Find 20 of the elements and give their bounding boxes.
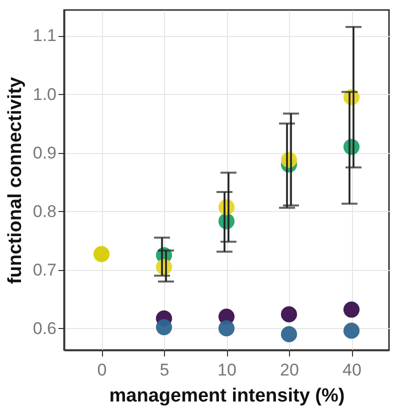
point <box>343 322 360 339</box>
x-axis-title: management intensity (%) <box>109 386 345 406</box>
point <box>280 326 298 342</box>
point <box>343 302 360 318</box>
y-axis-title: functional connectivity <box>4 76 26 284</box>
x-tick-label: 20 <box>280 360 299 380</box>
y-tick-label: 0.7 <box>32 260 56 280</box>
point <box>218 320 235 336</box>
x-tick-label: 5 <box>160 360 170 380</box>
point <box>280 306 298 322</box>
y-tick-label: 1.0 <box>32 84 56 104</box>
x-tick-label: 0 <box>97 360 107 380</box>
point <box>93 246 110 262</box>
point <box>156 319 172 336</box>
y-tick-label: 0.9 <box>32 143 56 162</box>
y-tick-label: 0.6 <box>32 318 56 338</box>
y-tick-label: 0.8 <box>32 202 56 221</box>
x-tick-label: 10 <box>218 360 236 380</box>
x-tick-label: 40 <box>342 360 362 380</box>
y-tick-label: 1.1 <box>32 26 56 46</box>
